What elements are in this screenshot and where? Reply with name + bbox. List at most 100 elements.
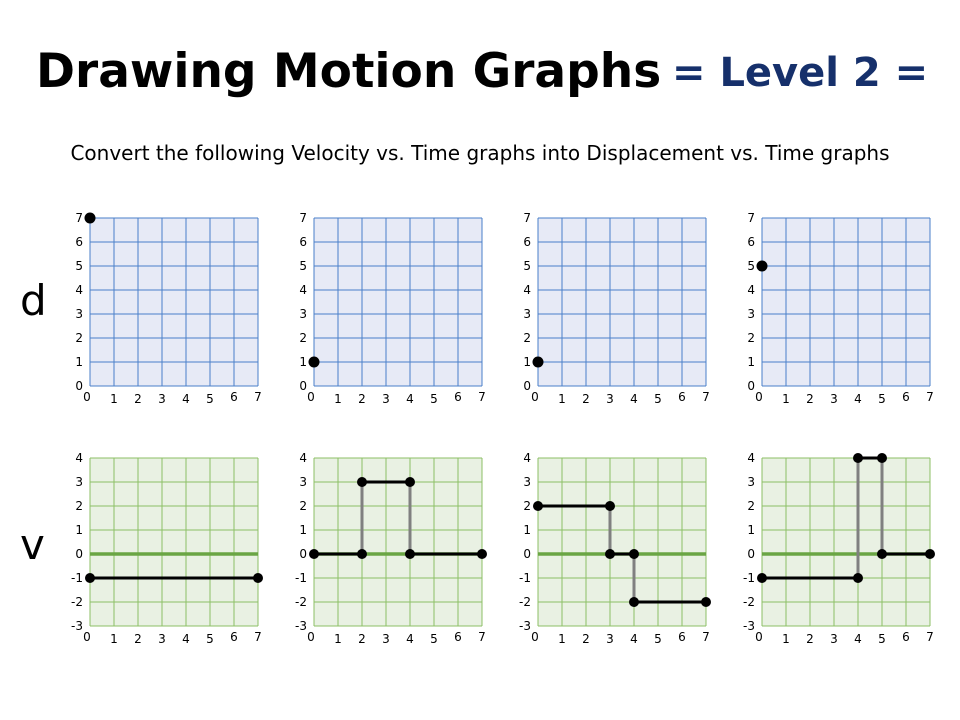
x-tick-label: 6 xyxy=(902,390,910,404)
data-point xyxy=(477,549,487,559)
x-tick-label: 0 xyxy=(755,390,763,404)
start-point xyxy=(84,212,96,224)
data-point xyxy=(877,549,887,559)
x-tick-label: 6 xyxy=(902,630,910,644)
x-tick-label: 2 xyxy=(806,632,814,646)
x-tick-label: 5 xyxy=(206,392,214,406)
data-point xyxy=(605,549,615,559)
x-tick-label: 0 xyxy=(83,630,91,644)
y-tick-label: -2 xyxy=(519,595,531,609)
grid-background xyxy=(762,458,930,626)
x-tick-label: 0 xyxy=(531,390,539,404)
y-tick-label: 5 xyxy=(75,259,83,273)
x-tick-label: 0 xyxy=(307,630,315,644)
x-tick-label: 5 xyxy=(878,392,886,406)
y-tick-label: 4 xyxy=(747,283,755,297)
x-tick-label: 4 xyxy=(854,632,862,646)
y-tick-label: 6 xyxy=(75,235,83,249)
y-tick-label: 4 xyxy=(75,451,83,465)
x-tick-label: 7 xyxy=(254,630,262,644)
x-tick-label: 3 xyxy=(830,632,838,646)
x-tick-label: 4 xyxy=(406,392,414,406)
instruction-text: Convert the following Velocity vs. Time … xyxy=(70,141,890,165)
x-tick-label: 7 xyxy=(478,630,486,644)
displacement-row-label: d xyxy=(20,276,47,325)
y-tick-label: 7 xyxy=(75,211,83,225)
y-tick-label: 4 xyxy=(523,283,531,297)
data-point xyxy=(357,549,367,559)
x-tick-label: 7 xyxy=(926,630,934,644)
y-tick-label: -1 xyxy=(743,571,755,585)
y-tick-label: -1 xyxy=(295,571,307,585)
x-tick-label: 1 xyxy=(558,392,566,406)
y-tick-label: 0 xyxy=(75,379,83,393)
x-tick-label: 5 xyxy=(430,392,438,406)
y-tick-label: 1 xyxy=(523,523,531,537)
x-tick-label: 5 xyxy=(430,632,438,646)
y-tick-label: 1 xyxy=(75,523,83,537)
y-tick-label: 0 xyxy=(747,547,755,561)
y-tick-label: 1 xyxy=(747,355,755,369)
data-point xyxy=(853,573,863,583)
x-tick-label: 5 xyxy=(878,632,886,646)
y-tick-label: -3 xyxy=(743,619,755,633)
y-tick-label: 4 xyxy=(299,283,307,297)
x-tick-label: 3 xyxy=(158,632,166,646)
x-tick-label: 3 xyxy=(606,392,614,406)
x-tick-label: 2 xyxy=(358,632,366,646)
data-point xyxy=(405,549,415,559)
data-point xyxy=(757,573,767,583)
x-tick-label: 6 xyxy=(678,630,686,644)
y-tick-label: 3 xyxy=(747,475,755,489)
x-tick-label: 4 xyxy=(630,632,638,646)
x-tick-label: 1 xyxy=(782,632,790,646)
y-tick-label: 5 xyxy=(523,259,531,273)
x-tick-label: 4 xyxy=(854,392,862,406)
data-point xyxy=(629,597,639,607)
x-tick-label: 0 xyxy=(307,390,315,404)
x-tick-label: 4 xyxy=(406,632,414,646)
y-tick-label: 5 xyxy=(747,259,755,273)
data-point xyxy=(925,549,935,559)
y-tick-label: 0 xyxy=(299,379,307,393)
x-tick-label: 0 xyxy=(83,390,91,404)
x-tick-label: 3 xyxy=(606,632,614,646)
x-tick-label: 6 xyxy=(454,630,462,644)
data-point xyxy=(309,549,319,559)
x-tick-label: 7 xyxy=(702,390,710,404)
x-tick-label: 2 xyxy=(358,392,366,406)
x-tick-label: 7 xyxy=(702,630,710,644)
y-tick-label: -3 xyxy=(295,619,307,633)
x-tick-label: 2 xyxy=(134,392,142,406)
y-tick-label: 3 xyxy=(523,307,531,321)
x-tick-label: 2 xyxy=(806,392,814,406)
page-title: Drawing Motion Graphs xyxy=(36,44,662,99)
y-tick-label: 3 xyxy=(523,475,531,489)
x-tick-label: 6 xyxy=(230,390,238,404)
x-tick-label: 2 xyxy=(582,392,590,406)
y-tick-label: 2 xyxy=(75,331,83,345)
x-tick-label: 2 xyxy=(582,632,590,646)
y-tick-label: -1 xyxy=(519,571,531,585)
x-tick-label: 1 xyxy=(334,632,342,646)
x-tick-label: 0 xyxy=(755,630,763,644)
y-tick-label: -2 xyxy=(743,595,755,609)
y-tick-label: 1 xyxy=(299,355,307,369)
y-tick-label: 0 xyxy=(523,547,531,561)
y-tick-label: 2 xyxy=(747,331,755,345)
y-tick-label: 4 xyxy=(747,451,755,465)
start-point xyxy=(308,356,320,368)
data-point xyxy=(877,453,887,463)
data-point xyxy=(405,477,415,487)
grid-background xyxy=(538,458,706,626)
x-tick-label: 6 xyxy=(454,390,462,404)
y-tick-label: 1 xyxy=(523,355,531,369)
y-tick-label: 1 xyxy=(299,523,307,537)
y-tick-label: -2 xyxy=(295,595,307,609)
data-point xyxy=(253,573,263,583)
data-point xyxy=(357,477,367,487)
y-tick-label: 5 xyxy=(299,259,307,273)
grid-background xyxy=(90,218,258,386)
y-tick-label: 0 xyxy=(747,379,755,393)
data-point xyxy=(701,597,711,607)
